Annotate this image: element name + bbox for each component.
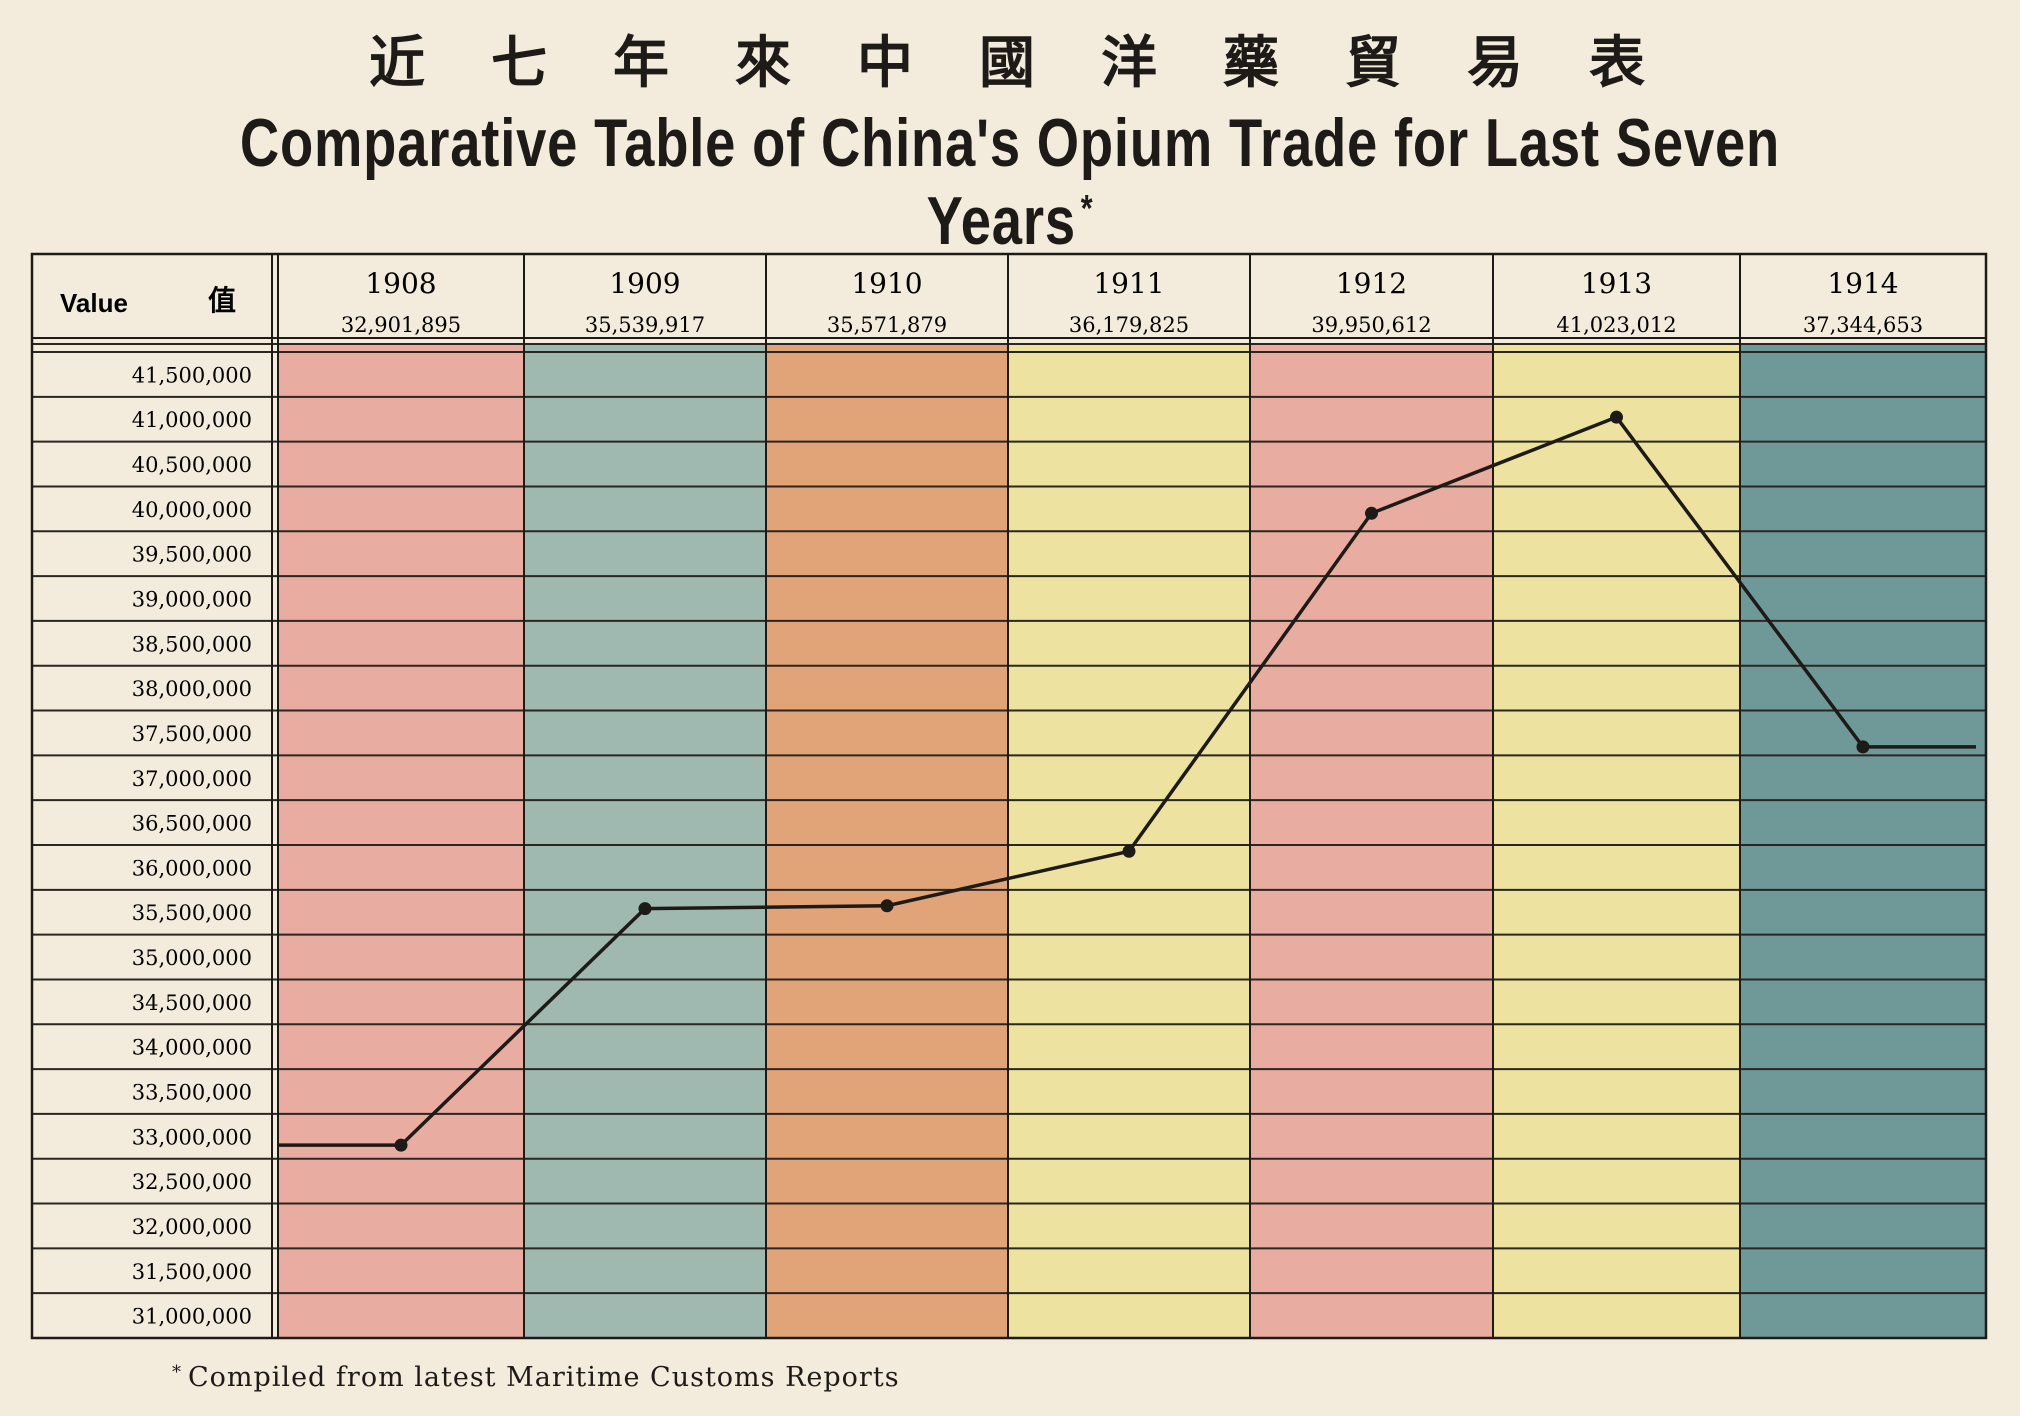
y-tick-label: 36,000,000 [132,856,252,880]
title-asterisk: * [1080,188,1094,230]
data-point-1909 [638,902,652,916]
y-tick-label: 41,500,000 [132,363,252,387]
header-value-1911: 36,179,825 [1069,313,1189,337]
chart-title-text: Comparative Table of China's Opium Trade… [239,105,1781,259]
column-band-1911 [1008,344,1250,1338]
column-backgrounds [278,344,1986,1338]
header-value-1910: 35,571,879 [827,313,947,337]
y-tick-label: 41,000,000 [132,408,252,432]
column-band-1910 [766,344,1008,1338]
data-point-1911 [1122,844,1136,858]
y-tick-label: 31,000,000 [132,1305,252,1329]
header-value-chinese: 值 [208,284,236,317]
data-point-1913 [1610,410,1623,424]
y-tick-label: 32,500,000 [132,1170,252,1194]
y-tick-label: 31,500,000 [132,1260,252,1284]
header-value-1913: 41,023,012 [1556,313,1676,337]
y-tick-label: 35,000,000 [132,946,252,970]
y-tick-label: 38,000,000 [132,677,252,701]
data-point-1912 [1365,506,1378,520]
y-axis-tick-labels: 41,500,000 41,000,000 40,500,000 40,000,000… [132,363,252,1328]
data-point-1910 [880,899,894,913]
header-row: Value 值 1908 32,901,895 1909 35,539,917 1910… [60,267,1923,337]
column-band-1909 [524,344,766,1338]
data-point-1914 [1856,740,1870,754]
data-point-1908 [394,1138,408,1152]
column-band-1913 [1493,344,1740,1338]
chart-title: Comparative Table of China's Opium Trade… [202,104,1818,260]
y-tick-label: 37,500,000 [132,722,252,746]
header-value-1912: 39,950,612 [1311,313,1431,337]
header-year-1914: 1914 [1827,267,1898,300]
y-tick-label: 40,500,000 [132,453,252,477]
footnote-asterisk: * [172,1362,182,1383]
header-year-1910: 1910 [851,267,922,300]
y-tick-label: 39,000,000 [132,588,252,612]
header-value-1908: 32,901,895 [341,313,461,337]
series-line [278,410,1976,1152]
y-tick-label: 35,500,000 [132,901,252,925]
header-value-1914: 37,344,653 [1803,313,1923,337]
chart-title-chinese: 近七年來中國洋藥貿易表 [369,30,1711,96]
header-year-1911: 1911 [1093,267,1164,300]
y-tick-label: 33,500,000 [132,1081,252,1105]
y-tick-label: 39,500,000 [132,543,252,567]
table-frame [30,252,1988,1340]
y-tick-label: 36,500,000 [132,812,252,836]
y-tick-label: 33,000,000 [132,1125,252,1149]
y-tick-label: 34,000,000 [132,1036,252,1060]
header-year-1909: 1909 [609,267,680,300]
y-tick-label: 38,500,000 [132,632,252,656]
header-year-1912: 1912 [1336,267,1407,300]
footnote-text: Compiled from latest Maritime Customs Re… [188,1362,900,1393]
column-band-1914 [1740,344,1986,1338]
y-tick-label: 40,000,000 [132,498,252,522]
y-tick-label: 37,000,000 [132,767,252,791]
y-tick-label: 34,500,000 [132,991,252,1015]
footnote: * Compiled from latest Maritime Customs R… [172,1362,900,1393]
header-year-1908: 1908 [365,267,436,300]
header-year-1913: 1913 [1581,267,1652,300]
y-tick-label: 32,000,000 [132,1215,252,1239]
column-band-1908 [278,344,524,1338]
column-band-1912 [1250,344,1493,1338]
header-value-label: Value [60,288,128,318]
header-value-1909: 35,539,917 [585,313,705,337]
